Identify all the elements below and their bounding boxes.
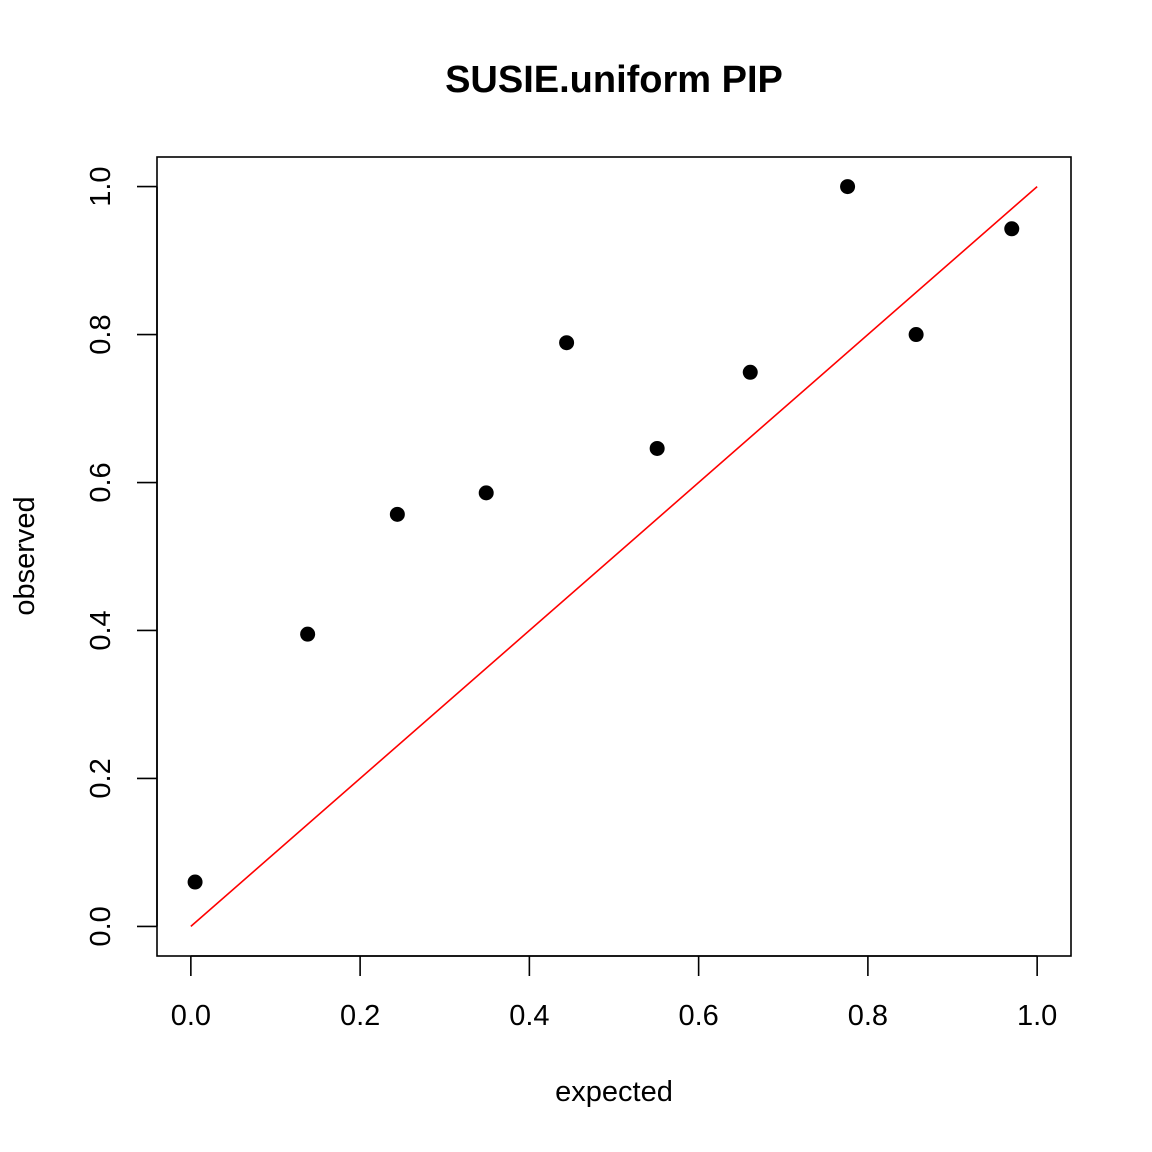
data-points (187, 179, 1020, 890)
x-tick-label: 1.0 (1017, 1000, 1057, 1032)
x-tick-label: 0.4 (509, 1000, 549, 1032)
y-tick-label: 0.2 (85, 758, 117, 798)
y-axis: 0.0 0.2 0.4 0.6 0.8 1.0 (85, 166, 158, 947)
y-axis-title: observed (9, 496, 41, 615)
y-tick-label: 0.0 (85, 906, 117, 946)
y-tick-label: 0.8 (85, 314, 117, 354)
data-point (389, 506, 405, 522)
y-tick-label: 1.0 (85, 166, 117, 206)
x-tick-label: 0.6 (678, 1000, 718, 1032)
data-point (649, 440, 665, 456)
data-point (908, 327, 924, 343)
data-point (1004, 221, 1020, 237)
y-tick-label: 0.4 (85, 610, 117, 650)
y-tick-label: 0.6 (85, 462, 117, 502)
x-axis-title: expected (555, 1076, 673, 1108)
data-point (300, 626, 316, 642)
data-point (559, 335, 575, 351)
chart-title: SUSIE.uniform PIP (445, 59, 783, 101)
x-tick-label: 0.2 (340, 1000, 380, 1032)
x-tick-label: 0.8 (848, 1000, 888, 1032)
data-point (478, 485, 494, 501)
data-point (187, 874, 203, 890)
data-point (742, 364, 758, 380)
x-axis: 0.0 0.2 0.4 0.6 0.8 1.0 (171, 955, 1057, 1032)
reference-line (190, 185, 1038, 928)
data-point (840, 179, 856, 195)
x-tick-label: 0.0 (171, 1000, 211, 1032)
